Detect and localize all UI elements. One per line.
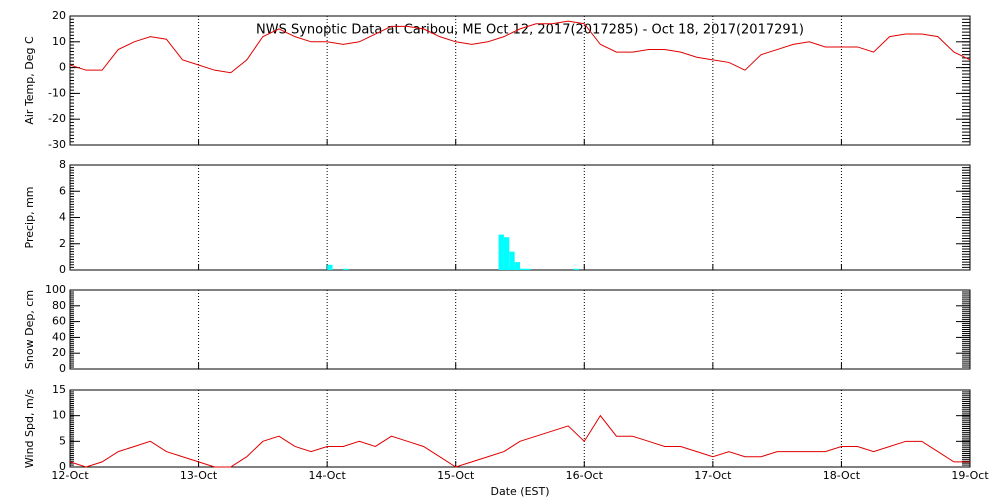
bar [503, 237, 510, 270]
bar [327, 264, 333, 270]
x-tick-label: 12-Oct [51, 469, 89, 482]
x-tick-label: 15-Oct [437, 469, 475, 482]
x-tick-label: 17-Oct [694, 469, 732, 482]
y-tick-label: -30 [48, 138, 66, 151]
y-tick-label: 10 [52, 409, 66, 422]
bar [514, 262, 520, 270]
bar [343, 268, 349, 270]
y-axis-label: Snow Dep, cm [23, 290, 36, 369]
x-tick-label: 13-Oct [180, 469, 218, 482]
x-tick-label: 19-Oct [951, 469, 989, 482]
x-tick-label: 18-Oct [823, 469, 861, 482]
panel-frame [69, 164, 971, 271]
y-tick-label: 100 [45, 283, 66, 296]
data-line [69, 414, 970, 468]
y-axis-label: Wind Spd, m/s [23, 389, 36, 469]
bar [498, 234, 504, 270]
y-axis-label: Precip, mm [23, 187, 36, 249]
y-tick-label: -10 [48, 86, 66, 99]
y-tick-label: 60 [52, 315, 66, 328]
y-tick-label: 20 [52, 346, 66, 359]
y-tick-label: -20 [48, 112, 66, 125]
chart-title: NWS Synoptic Data at Caribou, ME Oct 12,… [256, 23, 804, 38]
panel-frame [69, 289, 971, 370]
y-tick-label: 0 [59, 263, 66, 276]
x-tick-label: 14-Oct [308, 469, 346, 482]
y-tick-label: 10 [52, 35, 66, 48]
y-tick-label: 0 [59, 460, 66, 473]
y-tick-label: 4 [59, 211, 66, 224]
x-tick-label: 16-Oct [566, 469, 604, 482]
y-tick-label: 0 [59, 362, 66, 375]
y-tick-label: 80 [52, 299, 66, 312]
y-tick-label: 40 [52, 330, 66, 343]
x-axis-label: Date (EST) [490, 485, 549, 498]
y-tick-label: 20 [52, 9, 66, 22]
y-axis-label: Air Temp, Deg C [23, 36, 36, 125]
y-tick-label: 8 [59, 158, 66, 171]
data-line [69, 20, 971, 74]
bar [573, 268, 579, 270]
y-tick-label: 2 [59, 237, 66, 250]
y-tick-label: 15 [52, 383, 66, 396]
y-tick-label: 0 [59, 61, 66, 74]
bar [520, 268, 526, 270]
bar [525, 268, 531, 270]
bar [509, 251, 515, 270]
panel-frame [69, 389, 971, 468]
y-tick-label: 5 [59, 434, 66, 447]
y-tick-label: 6 [59, 184, 66, 197]
